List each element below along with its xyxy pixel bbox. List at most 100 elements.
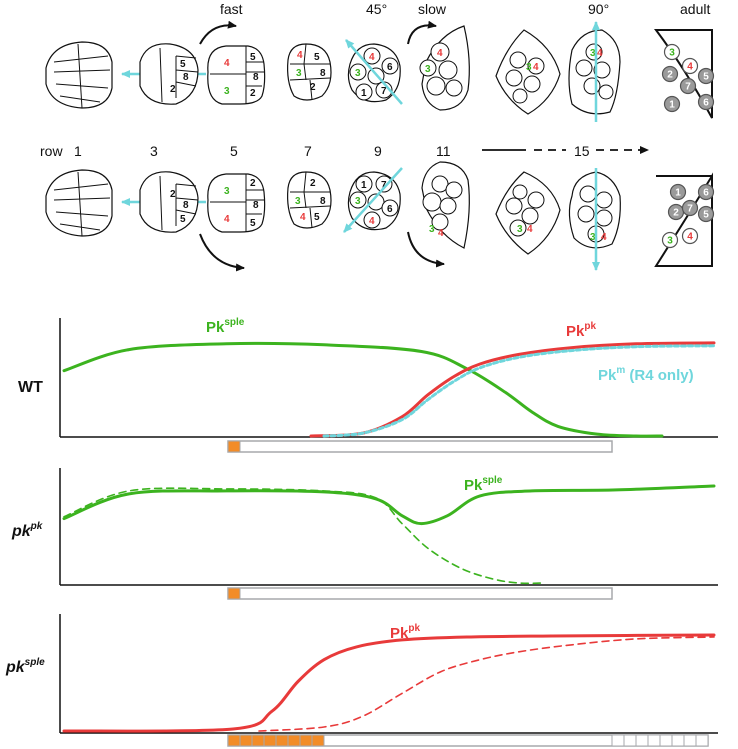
- adult-cell-number: 6: [703, 188, 709, 199]
- r15t-n4: 4: [597, 48, 603, 59]
- pksple-stage-tail-block: [623, 734, 637, 747]
- pksple-pkpk-label: Pkpk: [390, 623, 420, 642]
- r5t-n4: 4: [224, 58, 230, 69]
- cluster-row1-top: [45, 41, 113, 109]
- cluster-row13-top: 3 4: [495, 29, 561, 115]
- pkpk-stage-bar: [227, 587, 613, 600]
- pksple-genotype-label: pksple: [5, 657, 45, 676]
- adult-cell-number: 4: [687, 62, 693, 73]
- arrow-slow: [407, 20, 437, 45]
- adult-cell-4: [681, 227, 699, 245]
- r15b-n3: 3: [590, 232, 596, 243]
- r9b-n6: 6: [387, 204, 393, 215]
- cluster-row3-top: 5 8 2: [139, 43, 199, 105]
- r5t-n2: 2: [250, 88, 256, 99]
- r5b-n8: 8: [253, 200, 259, 211]
- r5t-n3: 3: [224, 86, 230, 97]
- label-adult: adult: [680, 1, 710, 17]
- pksple-stage-marker: [299, 734, 313, 747]
- adult-cell-1: [669, 183, 687, 201]
- label-45-degrees: 45°: [366, 1, 387, 17]
- cluster-row11-top: 4 3: [419, 25, 470, 111]
- adult-cell-3: [661, 231, 679, 249]
- series-red-solid: [309, 341, 716, 438]
- adult-cell-5: [697, 67, 715, 85]
- cluster-row7-bottom: 2 3 8 4 5: [287, 171, 332, 229]
- label-row-1: 1: [74, 143, 82, 159]
- panel-wt: WT Pksple Pkpk Pkm (R4 only): [18, 317, 718, 453]
- pksple-stage-marker: [263, 734, 277, 747]
- pksple-stage-tail-block: [635, 734, 649, 747]
- adult-cell-4: [681, 57, 699, 75]
- adult-top-ommatidium: 3 4 2 7 5 1 6: [661, 43, 715, 113]
- r9t-n7: 7: [381, 86, 387, 97]
- r15b-n4: 4: [601, 232, 607, 243]
- arrow-fast: [199, 20, 237, 45]
- adult-cell-5: [697, 205, 715, 223]
- adult-cell-number: 1: [675, 188, 681, 199]
- r3b-n5: 5: [180, 214, 186, 225]
- label-row-9: 9: [374, 143, 382, 159]
- panel-pksple: pksple Pkpk: [5, 614, 718, 747]
- arrow-row9-bottom: [343, 167, 403, 233]
- pkpk-curves: [62, 484, 716, 585]
- adult-cell-number: 2: [667, 70, 673, 81]
- r13b-n4: 4: [527, 224, 533, 235]
- label-row-15: 15: [574, 143, 590, 159]
- pksple-stage-tail-block: [659, 734, 673, 747]
- series-green-solid: [62, 484, 716, 526]
- series-red-dashed: [258, 636, 715, 732]
- r9b-n1: 1: [361, 180, 367, 191]
- r3b-n2: 2: [170, 189, 176, 200]
- r11t-n4: 4: [437, 48, 443, 59]
- adult-cell-number: 4: [687, 232, 693, 243]
- adult-cell-7: [679, 77, 697, 95]
- r9t-n4: 4: [369, 52, 375, 63]
- r3b-n8: 8: [183, 200, 189, 211]
- pkpk-pksple-label: Pksple: [464, 475, 503, 494]
- cluster-row13-bottom: 3 4: [495, 171, 561, 255]
- pkpk-genotype-label: pkpk: [11, 521, 43, 540]
- wt-genotype-label: WT: [18, 379, 43, 396]
- r5b-n5: 5: [250, 218, 256, 229]
- label-row-3: 3: [150, 143, 158, 159]
- r5t-n5: 5: [250, 52, 256, 63]
- cluster-row7-top: 4 5 3 2 8: [287, 43, 332, 101]
- r7b-n4: 4: [300, 212, 306, 223]
- cluster-row11-bottom: 3 4: [421, 161, 470, 249]
- adult-cell-3: [663, 43, 681, 61]
- adult-cell-1: [663, 95, 681, 113]
- label-row-5: 5: [230, 143, 238, 159]
- wt-pkpk-label: Pkpk: [566, 321, 596, 340]
- arrow-slow-bottom: [407, 231, 445, 268]
- adult-cell-6: [697, 93, 715, 111]
- cluster-row15-top: 3 4: [568, 29, 621, 115]
- arrow-row9-top: [345, 39, 403, 105]
- pksple-stage-marker: [287, 734, 301, 747]
- label-90-degrees: 90°: [588, 1, 609, 17]
- adult-cell-number: 2: [673, 208, 679, 219]
- pksple-stage-tail-block: [647, 734, 661, 747]
- r7t-n3: 3: [296, 68, 302, 79]
- pksple-stage-bar: [227, 734, 709, 747]
- series-red-solid: [62, 633, 716, 733]
- r13t-n3: 3: [526, 62, 532, 73]
- pksple-stage-marker: [251, 734, 265, 747]
- r9t-n6: 6: [387, 62, 393, 73]
- series-green-dashed: [63, 487, 546, 585]
- adult-cell-number: 3: [667, 236, 673, 247]
- r7t-n8: 8: [320, 68, 326, 79]
- r7t-n2: 2: [310, 82, 316, 93]
- adult-cell-6: [697, 183, 715, 201]
- panel-pkpk: pkpk Pksple: [11, 468, 718, 600]
- pksple-curves: [62, 633, 716, 733]
- pksple-stage-marker: [227, 734, 241, 747]
- r15t-n3: 3: [590, 48, 596, 59]
- r9b-n7: 7: [381, 180, 387, 191]
- wt-pksple-label: Pksple: [206, 317, 245, 336]
- label-row: row: [40, 143, 63, 159]
- r13t-n4: 4: [533, 62, 539, 73]
- r5t-n8: 8: [253, 72, 259, 83]
- pksple-stage-marker: [275, 734, 289, 747]
